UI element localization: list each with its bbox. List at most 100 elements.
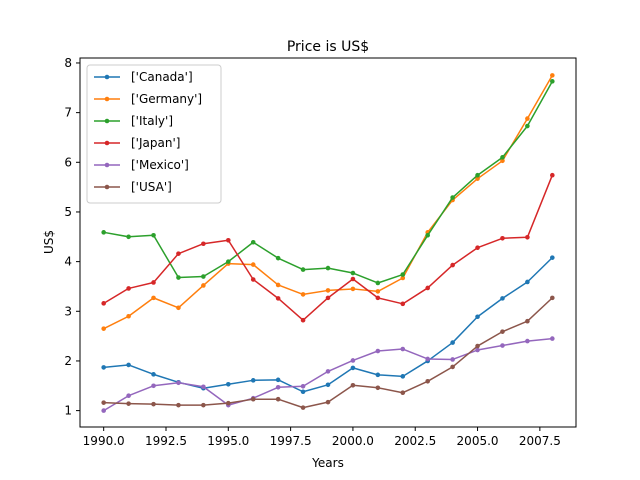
series-3 [101,172,555,323]
x-axis-label: Years [311,456,344,470]
data-point [550,255,555,260]
data-point [450,262,455,268]
series-2 [101,79,555,286]
data-point [300,405,306,410]
data-point [226,400,231,406]
x-tick-label: 1990.0 [83,434,125,448]
data-point [375,385,381,391]
legend-item: ['USA'] [94,180,172,194]
data-point [151,372,156,377]
data-point [250,396,256,402]
series-layer [101,73,555,413]
data-point [400,275,406,281]
data-point [250,262,256,267]
data-point [201,384,206,390]
data-point [400,301,406,307]
legend-swatch-marker [104,74,110,80]
data-point [500,155,505,160]
data-point [275,255,281,261]
y-axis-ticks: 1 2 3 4 5 6 7 8 [64,56,80,418]
data-point [101,301,106,306]
data-point [325,382,331,388]
data-point [151,280,156,285]
data-point [475,176,480,181]
data-point [176,275,181,280]
data-point [375,289,381,294]
data-point [201,283,206,288]
data-point [275,396,281,402]
data-point [151,295,156,301]
data-point [525,318,530,324]
data-point [525,279,530,285]
x-tick-label: 2000.0 [332,434,374,448]
data-point [176,380,181,386]
data-point [450,357,455,362]
x-tick-label: 1995.0 [207,434,249,448]
y-tick-label: 4 [64,255,72,269]
data-point [275,384,281,390]
x-axis-ticks: 1990.0 1992.5 1995.0 1997.5 2000.0 2002.5 2005… [83,427,561,448]
data-point [525,234,530,240]
data-point [450,364,455,370]
data-point [500,296,505,301]
legend-item: ['Japan'] [94,136,180,150]
data-point [126,286,131,291]
data-point [500,329,505,334]
data-point [525,116,530,121]
data-point [525,123,530,129]
data-point [176,402,181,408]
data-point [226,237,231,243]
data-point [300,267,306,272]
data-point [201,402,206,408]
data-point [325,295,331,301]
data-point [400,346,406,352]
data-point [101,365,106,370]
data-point [425,356,430,362]
data-point [400,390,406,396]
legend-label: ['USA'] [131,180,172,194]
x-tick-label: 2005.0 [457,434,499,448]
data-point [201,274,206,279]
data-point [176,251,181,256]
legend-item: ['Canada'] [94,70,193,84]
data-point [425,379,430,384]
data-point [350,270,356,276]
data-point [300,292,306,297]
legend-label: ['Japan'] [131,136,180,150]
data-point [425,232,430,238]
data-point [375,372,381,378]
data-point [101,400,106,405]
y-tick-label: 8 [64,56,72,70]
data-point [475,347,480,353]
y-tick-label: 6 [64,155,72,169]
data-point [325,369,331,374]
data-point [525,338,530,344]
data-point [350,276,356,282]
data-point [275,282,281,288]
data-point [375,280,381,286]
data-point [101,230,106,235]
data-point [126,362,131,368]
legend: ['Canada'] ['Germany'] ['Italy'] ['Japan'] [… [86,64,222,204]
data-point [475,245,480,251]
data-point [250,239,256,245]
data-point [226,381,231,387]
data-point [101,326,106,331]
data-point [475,343,480,349]
x-tick-label: 1992.5 [145,434,187,448]
series-4 [101,336,555,413]
data-point [450,340,455,345]
data-point [151,232,156,238]
data-point [500,343,505,348]
data-point [275,377,281,383]
legend-label: ['Canada'] [131,70,193,84]
y-tick-label: 7 [64,106,72,120]
y-tick-label: 2 [64,354,72,368]
x-tick-label: 2007.5 [519,434,561,448]
y-tick-label: 3 [64,304,72,318]
legend-box [86,64,222,204]
data-point [325,288,331,293]
data-point [176,305,181,311]
data-point [325,399,331,405]
